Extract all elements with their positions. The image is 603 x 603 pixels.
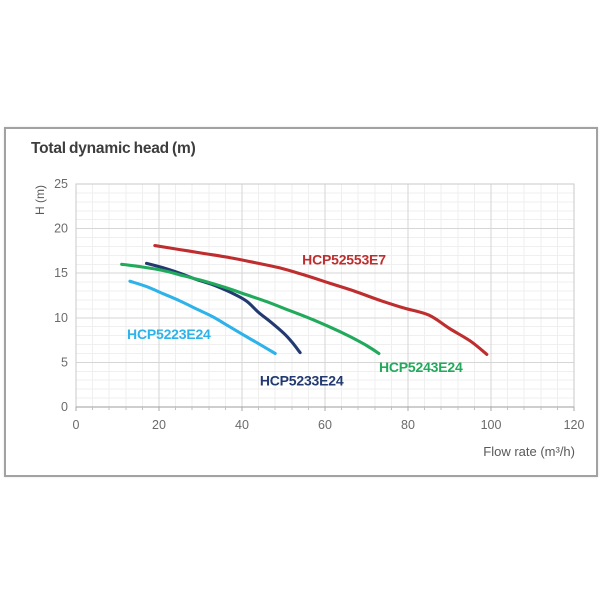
x-tick-label: 120 — [564, 418, 585, 432]
curve-HCP5223E24 — [128, 279, 277, 356]
x-tick-label: 0 — [73, 418, 80, 432]
chart-card: Total dynamic head (m) 0 20 40 60 80 100 120 25… — [4, 127, 598, 477]
y-tick-label: 20 — [54, 222, 68, 236]
x-tick-label: 40 — [235, 418, 249, 432]
curve-HCP52553E7 — [153, 243, 489, 356]
x-tick-label: 60 — [318, 418, 332, 432]
series-label-HCP5233E24: HCP5233E24 — [260, 373, 344, 389]
curve-HCP5233E24 — [145, 261, 302, 355]
y-axis-title: H (m) — [33, 185, 47, 215]
y-tick-label: 0 — [61, 400, 68, 414]
chart-generated: 0 20 40 60 80 100 120 25 20 15 10 5 0 HCP52553E7 HCP52… — [54, 177, 584, 432]
chart-canvas: 0 20 40 60 80 100 120 25 20 15 10 5 0 HCP52553E7 HCP52… — [33, 177, 584, 459]
y-tick-label: 10 — [54, 311, 68, 325]
curve-HCP5243E24 — [120, 262, 381, 356]
y-tick-label: 15 — [54, 266, 68, 280]
series-label-HCP5243E24: HCP5243E24 — [379, 359, 463, 375]
axis-ticks — [75, 407, 575, 411]
series-label-HCP52553E7: HCP52553E7 — [302, 251, 386, 267]
y-tick-labels: 25 20 15 10 5 0 — [54, 177, 68, 414]
x-tick-label: 100 — [481, 418, 502, 432]
x-tick-label: 20 — [152, 418, 166, 432]
chart-title: Total dynamic head (m) — [31, 140, 196, 157]
y-tick-label: 5 — [61, 355, 68, 369]
series-label-HCP5223E24: HCP5223E24 — [127, 326, 211, 342]
x-tick-labels: 0 20 40 60 80 100 120 — [73, 418, 585, 432]
x-axis-title: Flow rate (m³/h) — [483, 444, 575, 459]
x-tick-label: 80 — [401, 418, 415, 432]
y-tick-label: 25 — [54, 177, 68, 191]
